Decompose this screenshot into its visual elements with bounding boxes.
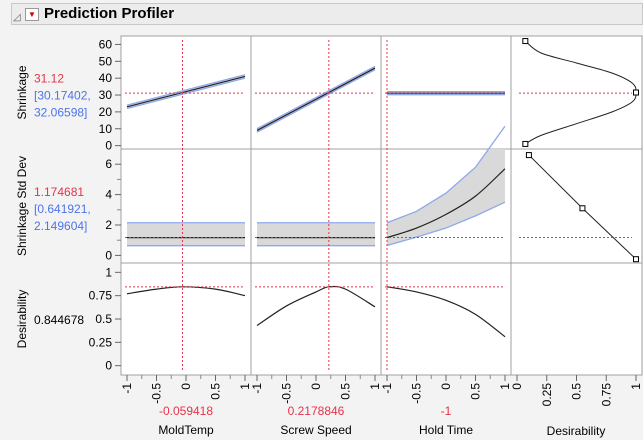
x-tick-label: -1: [380, 383, 394, 394]
confidence-band-edge: [256, 65, 376, 130]
y-tick-label: 0.5: [95, 312, 112, 326]
confidence-band-edge: [386, 201, 506, 247]
x-tick-label: -1: [250, 383, 264, 394]
y-tick-label: 40: [99, 71, 113, 85]
confidence-band: [387, 149, 505, 246]
desirability-handle[interactable]: [633, 89, 639, 96]
plot-panel: [250, 262, 382, 376]
y-tick-label: 20: [99, 105, 113, 119]
confidence-band-edge: [386, 125, 506, 224]
factor-current-value[interactable]: -1: [441, 404, 452, 418]
profile-trace: [386, 286, 506, 338]
x-tick-label: 0: [439, 383, 453, 390]
response-value: 0.844678: [34, 313, 84, 327]
response-label: Desirability: [15, 290, 29, 349]
x-tick-label: -0.5: [150, 383, 164, 404]
y-tick-label: 10: [99, 122, 113, 136]
x-tick-label: -0.5: [410, 383, 424, 404]
red-triangle-menu-icon[interactable]: ▼: [25, 8, 39, 21]
y-tick-label: 0: [105, 248, 112, 262]
response-value: 31.12: [34, 72, 64, 86]
desirability-handle[interactable]: [522, 38, 529, 45]
x-tick-label: -1: [120, 383, 134, 394]
y-tick-label: 0: [105, 139, 112, 153]
page-title: Prediction Profiler: [44, 5, 175, 22]
y-tick-label: 60: [99, 37, 113, 51]
factor-current-value[interactable]: 0.2178846: [288, 404, 345, 418]
x-tick-label: 0.5: [339, 383, 353, 400]
confidence-band-edge: [256, 69, 376, 133]
x-tick-label: 0.75: [599, 383, 613, 407]
y-tick-label: 1: [105, 265, 112, 279]
desirability-handle[interactable]: [633, 256, 639, 263]
y-tick-label: 0.25: [89, 335, 113, 349]
y-tick-label: 30: [99, 88, 113, 102]
y-tick-label: 0: [105, 359, 112, 373]
response-value: 1.174681: [34, 185, 84, 199]
y-tick-label: 6: [105, 157, 112, 171]
profile-trace: [126, 75, 246, 108]
response-label: Shrinkage Std Dev: [15, 156, 29, 256]
confidence-interval-high: 2.149604]: [34, 219, 87, 233]
x-tick-label: 0.5: [570, 383, 584, 400]
plot-panel: [510, 262, 643, 376]
desirability-axis-label: Desirability: [547, 424, 606, 438]
plot-panel: [250, 35, 382, 150]
x-tick-label: 1: [498, 383, 512, 390]
x-tick-label: -0.5: [280, 383, 294, 404]
x-tick-label: 0.5: [209, 383, 223, 400]
x-tick-label: 0.5: [469, 383, 483, 400]
profile-trace: [386, 168, 506, 239]
confidence-interval-high: 32.06598]: [34, 106, 87, 120]
profile-trace: [256, 67, 376, 131]
response-label: Shrinkage: [15, 65, 29, 119]
confidence-interval-low: [30.17402,: [34, 89, 91, 103]
y-tick-label: 2: [105, 218, 112, 232]
desirability-handle[interactable]: [525, 152, 532, 159]
y-tick-label: 0.75: [89, 289, 113, 303]
confidence-interval-low: [0.641921,: [34, 202, 91, 216]
profile-trace: [256, 285, 376, 327]
factor-label: MoldTemp: [158, 423, 214, 437]
x-tick-label: 1: [238, 383, 252, 390]
plot-panel: [510, 35, 643, 150]
factor-current-value[interactable]: -0.059418: [159, 404, 213, 418]
y-tick-label: 50: [99, 54, 113, 68]
confidence-band-edge: [126, 74, 246, 106]
factor-label: Hold Time: [419, 423, 473, 437]
confidence-band: [127, 222, 245, 246]
desirability-handle[interactable]: [522, 140, 529, 147]
plot-panel: [120, 262, 252, 376]
x-tick-label: 0: [510, 383, 524, 390]
collapse-triangle-icon[interactable]: ◿: [13, 12, 21, 23]
x-tick-label: 0: [309, 383, 323, 390]
y-tick-label: 4: [105, 188, 112, 202]
confidence-band: [257, 222, 375, 246]
profiler-header: ◿ ▼ Prediction Profiler: [11, 3, 643, 25]
factor-label: Screw Speed: [280, 423, 351, 437]
x-tick-label: 1: [368, 383, 382, 390]
desirability-handle[interactable]: [579, 205, 586, 212]
plot-panel: [380, 262, 512, 376]
x-tick-label: 1: [629, 383, 643, 390]
x-tick-label: 0: [179, 383, 193, 390]
x-tick-label: 0.25: [540, 383, 554, 407]
